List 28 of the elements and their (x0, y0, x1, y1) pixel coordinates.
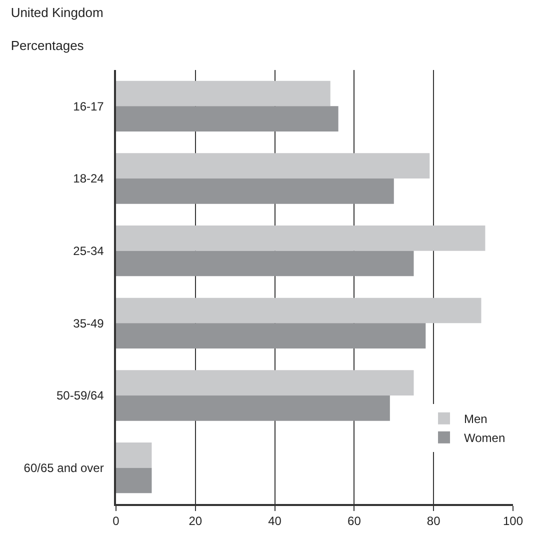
chart-title: United Kingdom (10, 5, 104, 20)
x-tick-label: 40 (268, 514, 282, 528)
bar (116, 370, 414, 396)
y-tick-label: 35-49 (73, 316, 104, 330)
bar (116, 250, 414, 276)
bar (116, 178, 394, 204)
y-tick-label: 50-59/64 (56, 388, 104, 403)
bar (116, 468, 152, 494)
y-tick-label: 16-17 (73, 99, 104, 114)
bar (116, 226, 486, 251)
y-tick-label: 60/65 and over (24, 461, 104, 476)
legend-label: Women (464, 431, 506, 446)
bar (116, 396, 390, 421)
bar (116, 106, 338, 132)
x-tick-label: 60 (348, 514, 362, 528)
chart-subtitle: Percentages (10, 38, 84, 54)
x-tick-label: 80 (426, 514, 441, 528)
x-tick-label: 100 (502, 514, 524, 528)
bar (116, 153, 430, 178)
bar (116, 442, 152, 468)
bar (116, 323, 426, 348)
y-tick-label: 18-24 (73, 172, 104, 186)
x-tick-label: 0 (112, 514, 120, 528)
x-tick-label: 20 (188, 514, 202, 528)
legend-label: Men (464, 412, 488, 426)
bar (116, 80, 330, 106)
bar (116, 298, 482, 324)
y-tick-label: 25-34 (73, 244, 104, 258)
